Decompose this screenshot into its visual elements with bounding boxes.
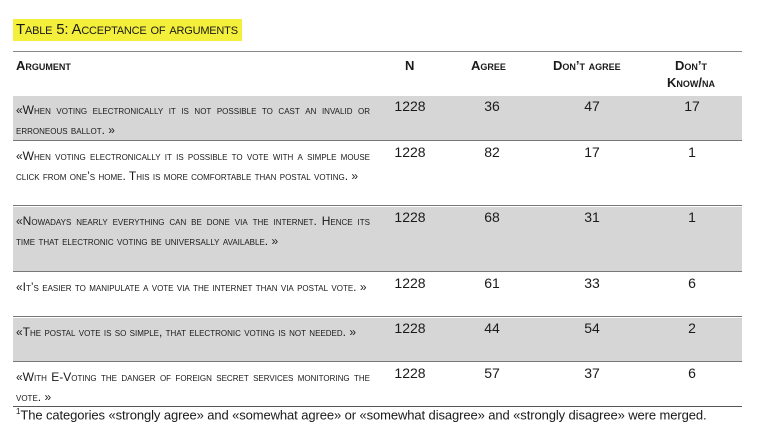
dont-agree-cell: 54 xyxy=(584,320,600,336)
row-separator xyxy=(13,205,742,206)
n-cell: 1228 xyxy=(394,98,426,114)
dont-know-cell: 17 xyxy=(684,98,700,114)
dont-agree-cell: 31 xyxy=(584,209,600,225)
n-cell: 1228 xyxy=(394,275,426,291)
agree-cell: 61 xyxy=(484,275,500,291)
n-cell: 1228 xyxy=(394,365,426,381)
dont-agree-cell: 37 xyxy=(584,365,600,381)
dont-know-cell: 6 xyxy=(688,275,696,291)
dont-agree-cell: 47 xyxy=(584,98,600,114)
n-cell: 1228 xyxy=(394,320,426,336)
dont-know-cell: 2 xyxy=(688,320,696,336)
header-dont-know: Don’t Know/na xyxy=(663,57,719,91)
table-row: «The postal vote is so simple, that elec… xyxy=(13,318,742,361)
table-footnote: 1The categories «strongly agree» and «so… xyxy=(16,407,707,422)
table-caption: Table 5: Acceptance of arguments xyxy=(13,19,242,41)
n-cell: 1228 xyxy=(394,144,426,160)
header-dont-know-line2: Know/na xyxy=(667,75,715,90)
dont-agree-cell: 17 xyxy=(584,144,600,160)
argument-cell: «With E-Voting the danger of foreign sec… xyxy=(16,370,370,404)
row-separator xyxy=(13,316,742,317)
table-row: «Nowadays nearly everything can be done … xyxy=(13,207,742,271)
dont-know-cell: 1 xyxy=(688,209,696,225)
argument-cell: «Nowadays nearly everything can be done … xyxy=(16,214,370,248)
table-header-row: Argument N Agree Don’t agree Don’t Know/… xyxy=(13,52,742,98)
argument-cell: «The postal vote is so simple, that elec… xyxy=(16,325,356,339)
table-row: «It’s easier to manipulate a vote via th… xyxy=(13,273,742,316)
table-row: «With E-Voting the danger of foreign sec… xyxy=(13,363,742,406)
agree-cell: 68 xyxy=(484,209,500,225)
row-separator xyxy=(13,361,742,362)
dont-agree-cell: 33 xyxy=(584,275,600,291)
footnote-text: The categories «strongly agree» and «som… xyxy=(20,407,707,423)
row-separator xyxy=(13,140,742,141)
table-row: «When voting electronically it is possib… xyxy=(13,142,742,205)
agree-cell: 44 xyxy=(484,320,500,336)
n-cell: 1228 xyxy=(394,209,426,225)
argument-cell: «When voting electronically it is not po… xyxy=(16,103,370,137)
header-argument: Argument xyxy=(16,58,71,73)
table-top-rule xyxy=(13,51,742,52)
header-dont-agree: Don’t agree xyxy=(553,58,621,73)
table-bottom-rule xyxy=(13,406,742,407)
dont-know-cell: 6 xyxy=(688,365,696,381)
dont-know-cell: 1 xyxy=(688,144,696,160)
table-row: «When voting electronically it is not po… xyxy=(13,96,742,140)
header-agree: Agree xyxy=(471,58,506,73)
argument-cell: «When voting electronically it is possib… xyxy=(16,149,370,183)
agree-cell: 57 xyxy=(484,365,500,381)
row-separator xyxy=(13,271,742,272)
header-n: N xyxy=(405,58,415,73)
agree-cell: 36 xyxy=(484,98,500,114)
header-dont-know-line1: Don’t xyxy=(675,58,707,73)
agree-cell: 82 xyxy=(484,144,500,160)
argument-cell: «It’s easier to manipulate a vote via th… xyxy=(16,280,367,294)
footnote-mark: 1 xyxy=(16,407,21,416)
